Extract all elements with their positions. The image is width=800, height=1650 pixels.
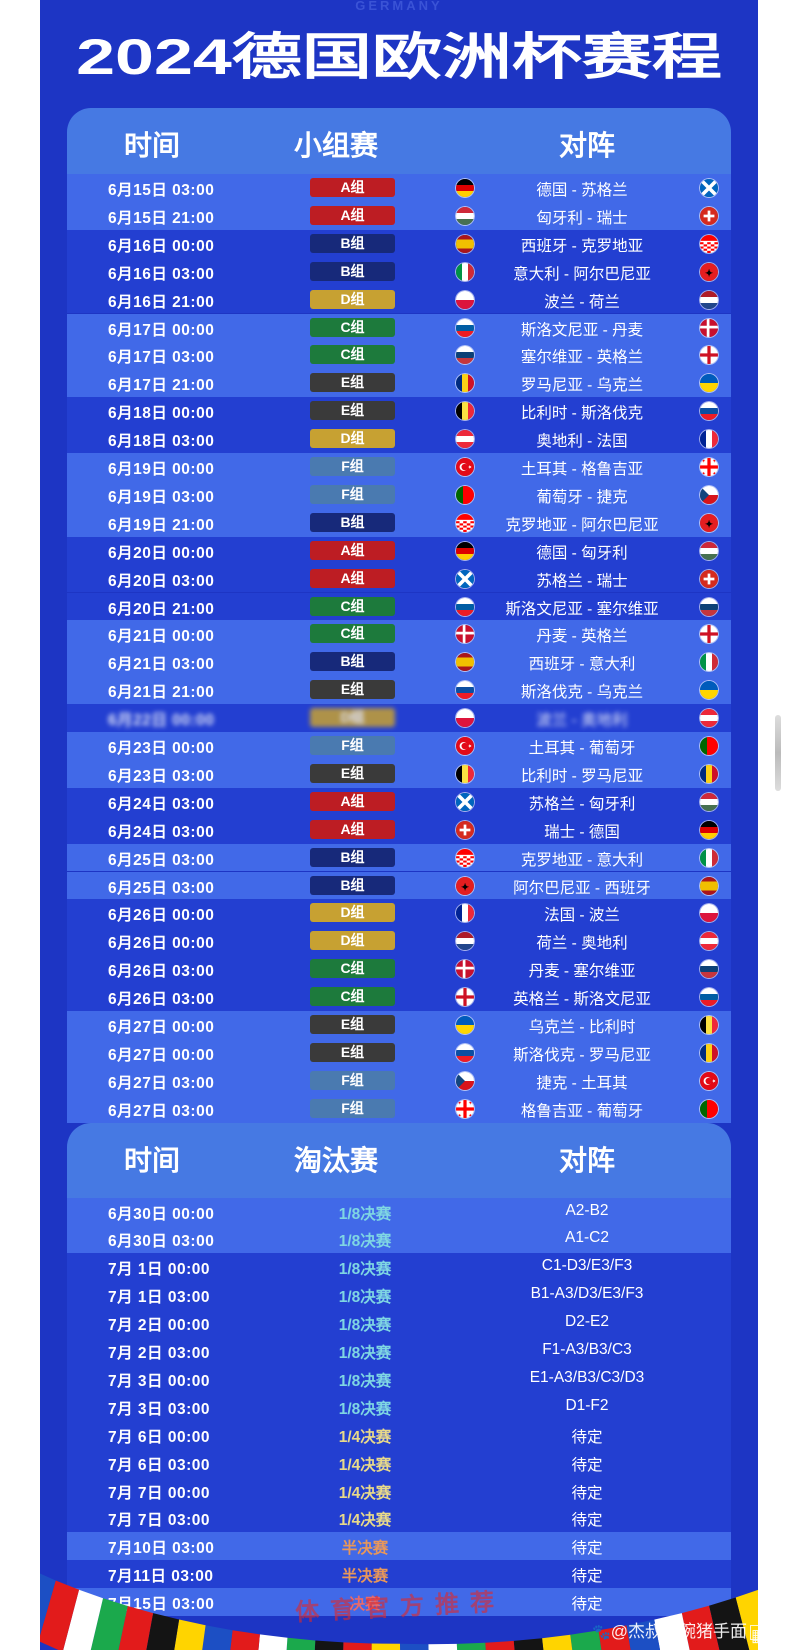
svg-text:✦: ✦ (705, 268, 713, 279)
svg-text:✦: ✦ (461, 882, 469, 893)
svg-text:✦: ✦ (705, 519, 713, 530)
